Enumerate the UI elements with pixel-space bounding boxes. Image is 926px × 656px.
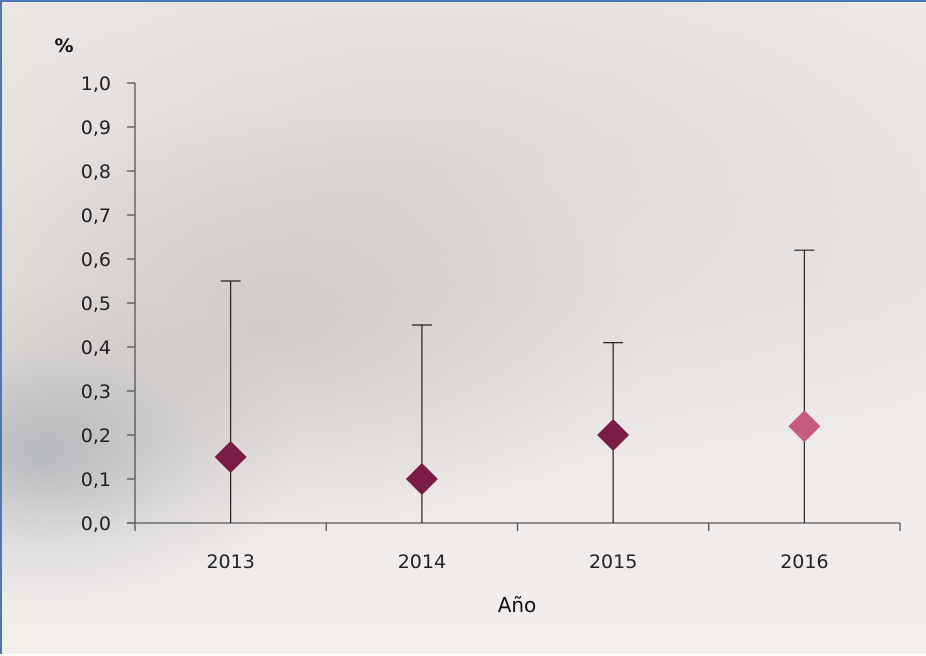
y-tick-label: 0,2: [81, 425, 111, 447]
y-tick-label: 0,5: [81, 293, 111, 315]
x-tick-label: 2013: [206, 551, 254, 573]
y-tick-label: 0,9: [81, 117, 111, 139]
y-tick-label: 0,0: [81, 513, 111, 535]
y-tick-label: 0,4: [81, 337, 111, 359]
y-tick-label: 0,7: [81, 205, 111, 227]
x-axis-title: Año: [498, 593, 537, 617]
y-tick-label: 0,3: [81, 381, 111, 403]
data-point-diamond: [597, 419, 630, 451]
data-marks: [214, 249, 821, 523]
y-tick-label: 1,0: [81, 73, 111, 95]
y-tick-label: 0,1: [81, 469, 111, 491]
x-tick-label: 2015: [589, 551, 637, 573]
data-point-diamond: [788, 410, 821, 443]
x-tick-label: 2016: [780, 551, 828, 573]
axes: 0,0 0,1 0,2 0,3 0,4 0,5 0,6 0,7 0,8 0,9 1,0 2013 201…: [81, 73, 901, 573]
data-point-diamond: [214, 441, 247, 473]
y-unit-label: %: [54, 35, 73, 57]
y-tick-label: 0,6: [81, 249, 111, 271]
y-tick-label: 0,8: [81, 161, 111, 183]
x-tick-label: 2014: [398, 551, 446, 573]
data-point-diamond: [405, 463, 438, 495]
